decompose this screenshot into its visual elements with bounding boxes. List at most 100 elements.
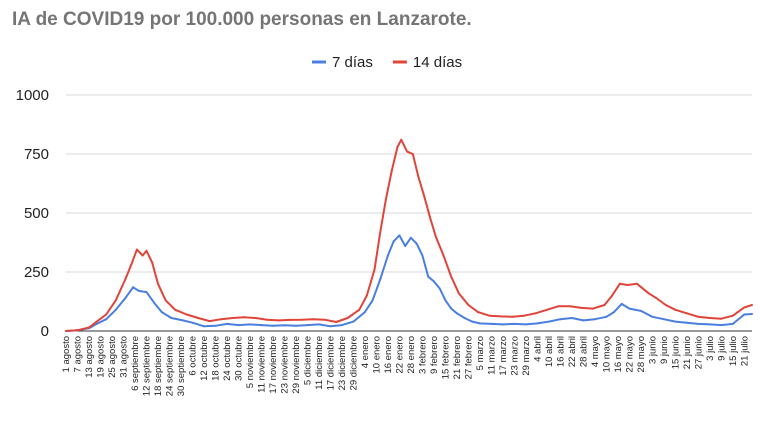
legend-label: 14 días — [413, 54, 462, 71]
data-point — [743, 313, 746, 316]
data-point — [697, 315, 700, 318]
data-point — [432, 280, 435, 283]
x-tick-label: 3 junio — [647, 336, 658, 364]
x-tick-label: 15 febrero — [440, 336, 451, 379]
data-point — [300, 318, 303, 321]
data-point — [214, 324, 217, 327]
data-point — [708, 317, 711, 319]
data-point — [618, 282, 621, 285]
data-point — [170, 317, 173, 319]
data-point — [664, 304, 667, 306]
data-point — [95, 320, 98, 323]
data-point — [477, 311, 479, 314]
x-tick-label: 18 octubre — [210, 336, 221, 381]
x-tick-label: 15 julio — [728, 336, 739, 366]
x-tick-label: 6 octubre — [187, 336, 198, 376]
data-point — [306, 324, 309, 327]
data-point — [411, 153, 414, 155]
data-point — [340, 324, 343, 327]
data-point — [534, 312, 537, 315]
data-point — [434, 235, 437, 238]
data-point — [329, 325, 332, 328]
data-point — [157, 282, 159, 285]
x-tick-label: 5 noviembre — [245, 336, 256, 388]
data-point — [400, 138, 403, 141]
data-point — [231, 317, 234, 319]
data-point — [457, 292, 460, 295]
data-point — [254, 317, 257, 319]
data-point — [283, 324, 286, 327]
data-point — [312, 318, 315, 321]
data-point — [708, 323, 711, 326]
data-point — [417, 176, 420, 179]
data-point — [335, 321, 338, 323]
data-point — [396, 145, 399, 148]
data-point — [628, 307, 631, 310]
data-point — [197, 317, 200, 319]
data-point — [490, 322, 493, 325]
data-point — [365, 294, 368, 297]
data-point — [513, 322, 516, 325]
y-tick-label: 250 — [24, 264, 49, 281]
x-tick-label: 30 octubre — [233, 336, 244, 381]
data-point — [450, 275, 453, 278]
data-point — [720, 317, 723, 320]
x-tick-label: 3 julio — [705, 336, 716, 361]
data-point — [751, 304, 753, 306]
data-point — [191, 321, 194, 324]
data-point — [478, 322, 481, 325]
data-point — [415, 242, 418, 245]
data-point — [132, 286, 135, 289]
data-point — [626, 284, 629, 286]
x-tick-label: 10 abril — [544, 336, 555, 367]
data-point — [500, 315, 502, 318]
data-point — [731, 322, 734, 325]
x-tick-label: 17 noviembre — [268, 336, 279, 394]
data-point — [323, 318, 326, 321]
x-tick-label: 28 enero — [406, 336, 417, 374]
chart-title: IA de COVID19 por 100.000 personas en La… — [12, 9, 472, 30]
data-point — [346, 317, 349, 319]
data-point — [697, 322, 700, 325]
data-point — [611, 294, 614, 297]
data-point — [124, 297, 127, 299]
data-point — [398, 234, 401, 237]
data-point — [523, 314, 525, 317]
data-point — [151, 261, 154, 264]
x-tick-label: 19 agosto — [95, 336, 106, 378]
data-point — [421, 254, 424, 257]
data-point — [536, 322, 539, 325]
data-point — [647, 292, 650, 295]
x-tick-label: 6 septiembre — [130, 336, 141, 391]
x-tick-label: 16 enero — [383, 336, 394, 374]
data-point — [76, 329, 79, 332]
data-point — [743, 306, 746, 309]
x-tick-label: 17 diciembre — [325, 336, 336, 390]
data-point — [557, 305, 560, 308]
data-point — [655, 297, 658, 299]
x-tick-label: 18 septiembre — [153, 336, 164, 396]
data-point — [662, 318, 665, 321]
y-tick-label: 1000 — [16, 87, 49, 104]
data-point — [135, 248, 138, 251]
data-point — [444, 299, 447, 302]
data-point — [569, 305, 571, 308]
data-point — [181, 319, 184, 322]
data-point — [547, 320, 550, 323]
data-point — [605, 315, 608, 318]
data-point — [249, 323, 251, 326]
data-point — [501, 323, 504, 326]
data-point — [720, 324, 723, 327]
data-point — [114, 308, 117, 311]
data-point — [467, 304, 470, 306]
data-point — [260, 324, 263, 327]
data-point — [352, 320, 355, 323]
data-point — [95, 322, 98, 325]
data-point — [379, 230, 382, 233]
data-point — [105, 318, 108, 321]
data-point — [580, 306, 583, 309]
x-tick-label: 30 septiembre — [176, 336, 187, 396]
data-point — [620, 302, 623, 305]
x-tick-label: 21 julio — [739, 336, 750, 366]
